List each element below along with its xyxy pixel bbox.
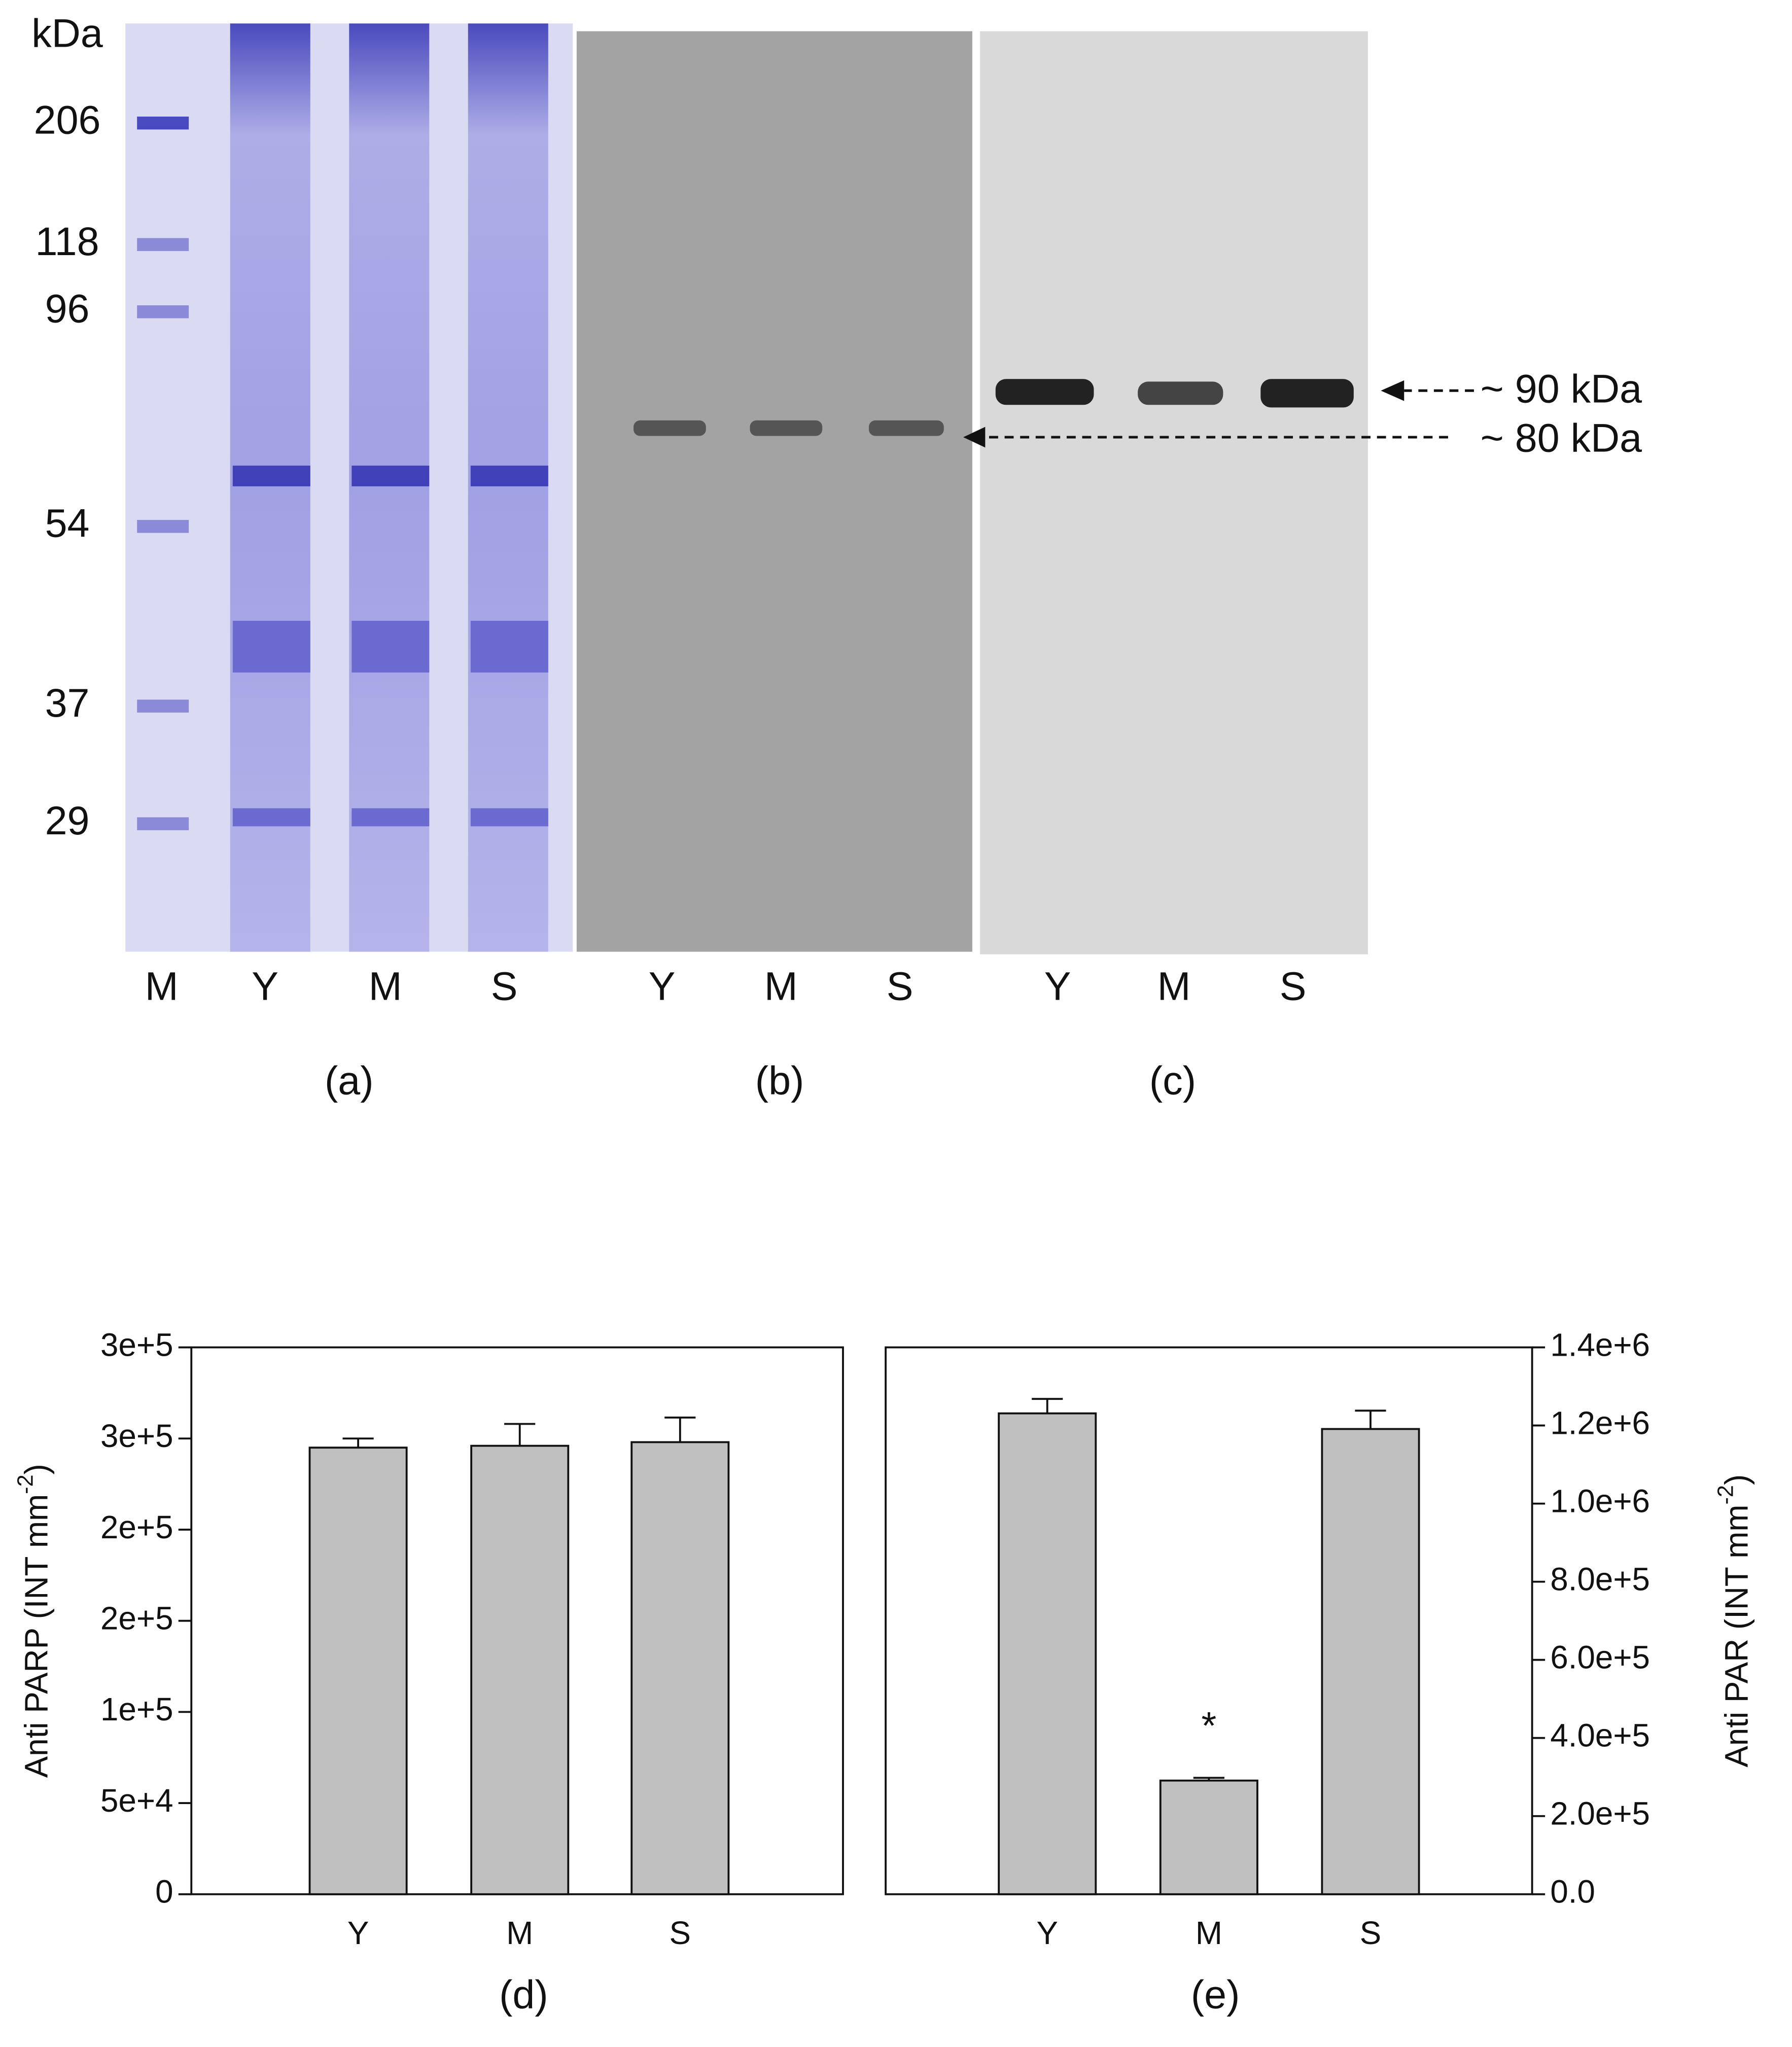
lane-label: M <box>145 963 179 1008</box>
bar <box>308 1446 408 1895</box>
lane <box>468 23 548 952</box>
band <box>868 420 944 436</box>
arrowhead <box>1381 380 1404 401</box>
lane <box>349 23 430 952</box>
y-axis-label: Anti PAR (INT mm-2) <box>1714 1474 1754 1768</box>
lane-label: S <box>1280 963 1307 1008</box>
band <box>470 620 548 673</box>
chart-caption: (d) <box>499 1972 548 2017</box>
band <box>995 379 1094 405</box>
y-label-text: Anti PAR (INT mm <box>1718 1505 1754 1768</box>
band <box>352 466 430 486</box>
bar <box>470 1444 570 1895</box>
y-tick-label: 0.0 <box>1550 1874 1595 1910</box>
chart-caption: (e) <box>1191 1972 1240 2017</box>
band <box>470 466 548 486</box>
y-axis-label: Anti PARP (INT mm-2) <box>14 1464 54 1778</box>
y-tick-label: 3e+5 <box>100 1418 173 1454</box>
y-tick-label: 2e+5 <box>100 1509 173 1545</box>
lane-label: S <box>491 963 518 1008</box>
band <box>750 420 823 436</box>
marker-band <box>137 116 189 130</box>
lane-label: M <box>764 963 798 1008</box>
panel-caption: (a) <box>325 1057 374 1103</box>
panel-caption: (b) <box>755 1057 804 1103</box>
band-label: ~ 80 kDa <box>1481 415 1642 461</box>
band <box>470 808 548 827</box>
y-label-end: ) <box>1718 1474 1754 1485</box>
bar <box>630 1441 730 1895</box>
marker-label: 206 <box>34 97 101 142</box>
gel-lanes <box>230 23 1354 952</box>
bar <box>1321 1428 1420 1895</box>
y-label-sup: -2 <box>14 1474 38 1494</box>
y-tick-label: 5e+4 <box>100 1782 173 1819</box>
y-tick-label: 3e+5 <box>100 1326 173 1363</box>
marker-band <box>137 238 189 251</box>
band <box>352 808 430 827</box>
x-tick-label: S <box>1360 1915 1382 1951</box>
annotation: * <box>1201 1705 1216 1748</box>
marker-band <box>137 305 189 319</box>
lane-label: Y <box>252 963 278 1008</box>
panel-caption: (c) <box>1149 1057 1196 1103</box>
y-label-sup: -2 <box>1714 1485 1738 1505</box>
lane-label: Y <box>1044 963 1071 1008</box>
y-tick-label: 8.0e+5 <box>1550 1561 1650 1597</box>
y-tick-label: 1.2e+6 <box>1550 1404 1650 1441</box>
y-label-text: Anti PARP (INT mm <box>18 1494 54 1778</box>
band <box>634 420 706 436</box>
band <box>352 620 430 673</box>
arrowhead <box>963 427 986 448</box>
x-tick-label: M <box>506 1915 533 1951</box>
y-label-end: ) <box>18 1464 54 1474</box>
y-tick-label: 0 <box>155 1874 173 1910</box>
marker-label: 96 <box>45 286 90 331</box>
marker-label: 118 <box>36 219 99 264</box>
lane-label: S <box>887 963 913 1008</box>
x-tick-label: S <box>670 1915 691 1951</box>
y-tick-label: 1.0e+6 <box>1550 1483 1650 1519</box>
gel-panel-b <box>576 31 972 952</box>
y-tick-label: 1.4e+6 <box>1550 1326 1650 1363</box>
bar <box>998 1412 1097 1895</box>
marker-band <box>137 699 189 713</box>
gel-panel-c <box>980 31 1368 955</box>
marker-label: 29 <box>45 798 90 843</box>
lane-label: M <box>369 963 402 1008</box>
lane-label: Y <box>649 963 676 1008</box>
marker-label: 54 <box>45 501 90 546</box>
x-tick-label: M <box>1196 1915 1222 1951</box>
x-tick-label: Y <box>347 1915 369 1951</box>
bar <box>1159 1779 1258 1895</box>
marker-band <box>137 817 189 830</box>
lane-label: M <box>1157 963 1191 1008</box>
kda-label: kDa <box>31 11 103 56</box>
y-tick-label: 4.0e+5 <box>1550 1717 1650 1754</box>
band <box>1260 379 1354 408</box>
arrows <box>985 389 1474 439</box>
band <box>232 466 310 486</box>
y-tick-label: 6.0e+5 <box>1550 1639 1650 1676</box>
lane <box>230 23 310 952</box>
y-tick-label: 2.0e+5 <box>1550 1795 1650 1832</box>
marker-label: 37 <box>45 680 90 725</box>
band <box>1138 381 1223 405</box>
y-tick-label: 2e+5 <box>100 1600 173 1636</box>
marker-band <box>137 520 189 533</box>
x-tick-label: Y <box>1036 1915 1058 1951</box>
y-tick-label: 1e+5 <box>100 1691 173 1727</box>
band-label: ~ 90 kDa <box>1481 366 1642 411</box>
band <box>232 808 310 827</box>
band <box>232 620 310 673</box>
